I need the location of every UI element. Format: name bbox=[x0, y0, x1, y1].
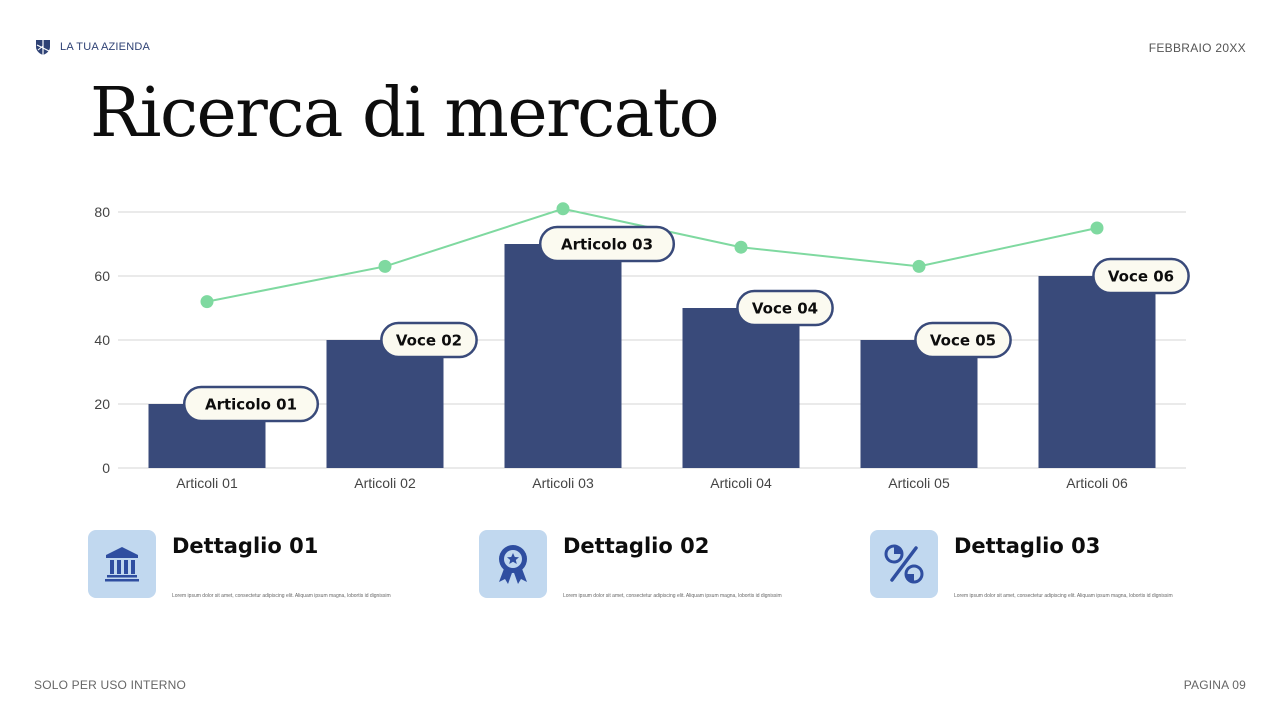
data-label-chip bbox=[736, 289, 834, 327]
y-tick-label: 0 bbox=[102, 460, 110, 476]
bank-icon bbox=[105, 547, 139, 582]
line-point bbox=[556, 202, 570, 216]
detail-title: Dettaglio 01 bbox=[172, 534, 319, 558]
data-label-chip bbox=[380, 321, 478, 359]
detail-title: Dettaglio 02 bbox=[563, 534, 710, 558]
award-badge-icon bbox=[499, 545, 527, 584]
y-tick-label: 40 bbox=[94, 332, 110, 348]
x-tick-label: Articoli 01 bbox=[176, 475, 238, 491]
bar bbox=[860, 340, 978, 468]
y-tick-label: 60 bbox=[94, 268, 110, 284]
bar bbox=[1038, 276, 1156, 468]
detail-title: Dettaglio 03 bbox=[954, 534, 1101, 558]
y-tick-label: 80 bbox=[94, 204, 110, 220]
shield-logo-icon bbox=[36, 40, 50, 55]
x-tick-label: Articoli 06 bbox=[1066, 475, 1128, 491]
percent-chart-icon bbox=[884, 544, 924, 584]
detail-icon-box bbox=[870, 530, 938, 598]
footer-page-number: PAGINA 09 bbox=[1183, 678, 1246, 692]
line-point bbox=[378, 259, 392, 273]
x-tick-label: Articoli 03 bbox=[532, 475, 594, 491]
x-tick-label: Articoli 04 bbox=[710, 475, 772, 491]
header-date: FEBBRAIO 20XX bbox=[1148, 41, 1246, 55]
detail-text: Lorem ipsum dolor sit amet, consectetur … bbox=[172, 593, 391, 599]
detail-text: Lorem ipsum dolor sit amet, consectetur … bbox=[563, 593, 782, 599]
data-label: Voce 05 bbox=[930, 332, 996, 350]
footer-internal-use: SOLO PER USO INTERNO bbox=[34, 678, 187, 692]
data-label-chip bbox=[538, 225, 676, 263]
x-tick-label: Articoli 05 bbox=[888, 475, 950, 491]
line-point bbox=[734, 240, 748, 254]
page-title: Ricerca di mercato bbox=[90, 74, 720, 153]
line-point bbox=[200, 295, 214, 309]
bar bbox=[504, 244, 622, 468]
data-label: Articolo 03 bbox=[561, 236, 653, 254]
x-tick-label: Articoli 02 bbox=[354, 475, 416, 491]
line-point bbox=[1090, 221, 1104, 235]
detail-card-1: Dettaglio 01 Lorem ipsum dolor sit amet,… bbox=[88, 530, 468, 610]
data-label-chip bbox=[1092, 257, 1190, 295]
details-row: Dettaglio 01 Lorem ipsum dolor sit amet,… bbox=[88, 530, 1198, 610]
detail-icon-box bbox=[479, 530, 547, 598]
detail-card-2: Dettaglio 02 Lorem ipsum dolor sit amet,… bbox=[479, 530, 859, 610]
bar bbox=[682, 308, 800, 468]
line-point bbox=[912, 259, 926, 273]
data-label: Articolo 01 bbox=[205, 396, 297, 414]
detail-card-3: Dettaglio 03 Lorem ipsum dolor sit amet,… bbox=[870, 530, 1250, 610]
company-header: LA TUA AZIENDA bbox=[34, 38, 150, 56]
data-label: Voce 04 bbox=[752, 300, 818, 318]
bar bbox=[326, 340, 444, 468]
data-label: Voce 06 bbox=[1108, 268, 1174, 286]
data-label-chip bbox=[182, 385, 320, 423]
bar-line-chart: 0 20 40 60 80 Articoli 01 Articoli 02 Articoli … bbox=[94, 202, 1190, 491]
data-label: Voce 02 bbox=[396, 332, 462, 350]
company-name: LA TUA AZIENDA bbox=[60, 41, 151, 53]
detail-text: Lorem ipsum dolor sit amet, consectetur … bbox=[954, 593, 1173, 599]
y-tick-label: 20 bbox=[94, 396, 110, 412]
detail-icon-box bbox=[88, 530, 156, 598]
data-label-chip bbox=[914, 321, 1012, 359]
